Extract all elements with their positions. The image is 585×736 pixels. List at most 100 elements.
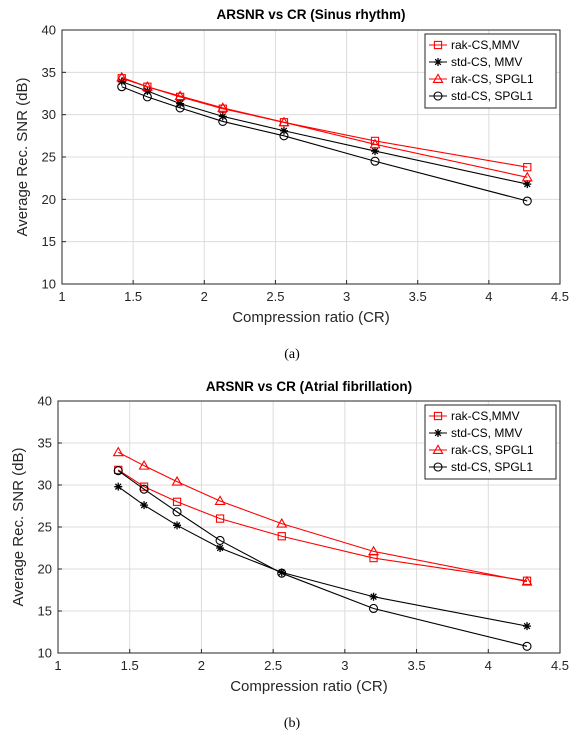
- data-point: [172, 507, 182, 517]
- y-tick-label: 30: [38, 478, 52, 493]
- figure-caption: (b): [284, 716, 301, 731]
- series-line: [117, 470, 528, 647]
- series-line: [121, 76, 528, 178]
- x-tick-label: 3.5: [408, 658, 426, 673]
- legend-label: std-CS, SPGL1: [451, 460, 533, 474]
- y-tick-label: 25: [38, 520, 52, 535]
- x-tick-label: 4: [485, 289, 492, 304]
- chart-title: ARSNR vs CR (Atrial fibrillation): [206, 379, 412, 394]
- legend-label: rak-CS,MMV: [451, 409, 520, 423]
- series-4: [117, 82, 532, 206]
- x-tick-label: 2.5: [266, 289, 284, 304]
- data-point: [116, 71, 128, 82]
- data-point: [117, 77, 126, 86]
- x-tick-label: 3: [343, 289, 350, 304]
- x-tick-label: 3: [341, 658, 348, 673]
- figure-caption: (a): [284, 347, 300, 362]
- data-point: [276, 517, 288, 528]
- data-point: [141, 81, 153, 91]
- data-point: [279, 131, 289, 141]
- legend-marker: [433, 462, 443, 472]
- data-point: [277, 568, 286, 577]
- legend-marker: [432, 73, 444, 83]
- plot-frame: [61, 29, 561, 285]
- data-point: [143, 86, 152, 95]
- data-point: [142, 92, 152, 102]
- data-point: [523, 180, 532, 189]
- y-tick-label: 35: [38, 436, 52, 451]
- y-tick-label: 20: [38, 562, 52, 577]
- legend-label: rak-CS, SPGL1: [451, 72, 534, 86]
- series-4: [113, 466, 532, 651]
- y-tick-label: 10: [42, 277, 56, 292]
- data-point: [117, 82, 127, 92]
- y-axis-label: Average Rec. SNR (dB): [14, 78, 31, 237]
- legend-marker: [433, 411, 443, 421]
- data-point: [523, 622, 532, 631]
- y-tick-label: 30: [42, 107, 56, 122]
- series-3: [116, 71, 533, 182]
- data-point: [214, 495, 226, 505]
- legend-label: std-CS, MMV: [451, 55, 522, 69]
- series-2: [114, 482, 532, 631]
- x-tick-label: 1.5: [124, 289, 142, 304]
- data-point: [217, 102, 229, 112]
- chart-title: ARSNR vs CR (Sinus rhythm): [216, 7, 405, 22]
- x-tick-label: 3.5: [409, 289, 427, 304]
- plot-frame: [57, 400, 561, 654]
- data-point: [367, 545, 380, 556]
- legend-label: rak-CS, SPGL1: [451, 443, 534, 457]
- data-point: [175, 103, 185, 113]
- data-point: [112, 446, 124, 457]
- data-point: [218, 116, 228, 126]
- legend-marker: [434, 58, 442, 66]
- data-point: [215, 535, 225, 545]
- data-point: [370, 156, 380, 166]
- y-tick-label: 10: [38, 646, 52, 661]
- data-point: [277, 568, 287, 578]
- data-point: [172, 497, 182, 506]
- y-tick-label: 40: [38, 394, 52, 409]
- x-tick-label: 4: [485, 658, 492, 673]
- data-point: [174, 90, 186, 101]
- legend: rak-CS,MMV std-CS, MMV rak-CS, SPGL1 std-CS…: [424, 33, 557, 109]
- x-tick-label: 1.5: [121, 658, 139, 673]
- series-line: [117, 451, 528, 583]
- series-line: [121, 86, 528, 202]
- legend-label: std-CS, MMV: [451, 426, 522, 440]
- x-tick-label: 2: [201, 289, 208, 304]
- x-tick-label: 4.5: [551, 658, 569, 673]
- legend-marker: [433, 91, 443, 101]
- data-point: [278, 116, 290, 127]
- data-point: [522, 196, 532, 206]
- legend-marker: [433, 40, 443, 50]
- data-point: [369, 592, 378, 601]
- data-point: [368, 603, 379, 614]
- y-tick-label: 20: [42, 192, 56, 207]
- x-tick-label: 1: [54, 658, 61, 673]
- data-point: [279, 126, 288, 135]
- legend: rak-CS,MMV std-CS, MMV rak-CS, SPGL1 std-CS…: [424, 404, 557, 480]
- legend-marker: [434, 429, 442, 437]
- data-point: [216, 544, 225, 552]
- data-point: [218, 112, 227, 121]
- chart-a: 1 1.5 2 2.5 3 3.5 4 4.5 10 15 20 25 30 35 40 rak-CS,MMV…: [14, 7, 569, 362]
- legend-label: std-CS, SPGL1: [451, 89, 533, 103]
- data-point: [522, 641, 532, 651]
- chart-b: 1 1.5 2 2.5 3 3.5 4 4.5 10 15 20 25 30 35 40 rak-CS,MMV…: [10, 379, 569, 731]
- data-point: [139, 484, 149, 494]
- legend-marker: [432, 444, 444, 455]
- legend-label: rak-CS,MMV: [451, 38, 520, 52]
- y-tick-label: 25: [42, 150, 56, 165]
- data-point: [140, 501, 149, 510]
- y-tick-label: 40: [42, 23, 56, 38]
- data-point: [215, 514, 225, 523]
- data-point: [369, 138, 381, 149]
- x-axis-label: Compression ratio (CR): [232, 309, 390, 326]
- data-point: [523, 163, 532, 172]
- data-point: [173, 521, 182, 530]
- data-point: [277, 532, 286, 541]
- data-point: [138, 459, 150, 470]
- y-tick-label: 15: [38, 604, 52, 619]
